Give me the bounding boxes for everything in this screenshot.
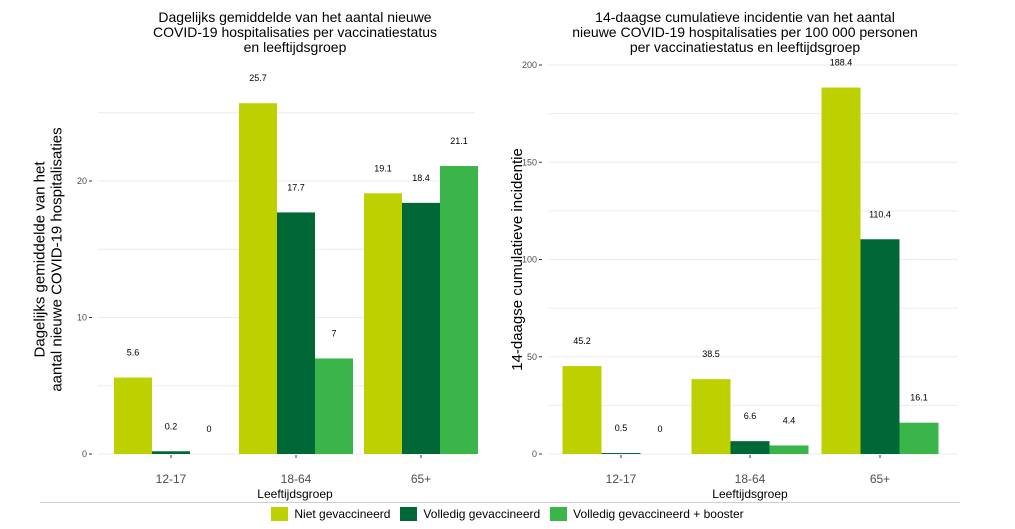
data-label: 0.5 bbox=[615, 423, 628, 433]
data-label: 25.7 bbox=[249, 73, 267, 83]
data-label: 17.7 bbox=[287, 182, 305, 192]
bar bbox=[277, 212, 315, 454]
x-tick-label: 12-17 bbox=[156, 472, 187, 486]
data-label: 6.6 bbox=[744, 411, 757, 421]
data-label: 5.6 bbox=[127, 348, 140, 358]
y-tick-label: 0 bbox=[532, 449, 537, 459]
legend-item-niet-gevaccineerd: Niet gevaccineerd bbox=[271, 507, 390, 521]
data-label: 19.1 bbox=[374, 163, 392, 173]
y-axis-title-line: aantal nieuwe COVID-19 hospitalisaties bbox=[49, 127, 66, 391]
legend-divider bbox=[40, 502, 960, 503]
y-tick-label: 20 bbox=[77, 176, 87, 186]
legend-label-volledig-gevaccineerd: Volledig gevaccineerd bbox=[423, 507, 541, 521]
x-tick-label: 65+ bbox=[870, 472, 890, 486]
legend: Niet gevaccineerd Volledig gevaccineerd … bbox=[0, 502, 1015, 526]
legend-item-volledig-gevaccineerd: Volledig gevaccineerd bbox=[400, 507, 540, 521]
chart-title-line: per vaccinatiestatus en leeftijdsgroep bbox=[630, 39, 861, 55]
data-label: 0.2 bbox=[165, 421, 178, 431]
y-tick-label: 100 bbox=[522, 255, 537, 265]
y-tick-label: 200 bbox=[522, 60, 537, 70]
x-tick-label: 18-64 bbox=[281, 472, 312, 486]
data-label: 7 bbox=[331, 328, 336, 338]
bar bbox=[114, 377, 152, 454]
bar bbox=[402, 202, 440, 454]
chart-title-line: Dagelijks gemiddelde van het aantal nieu… bbox=[158, 9, 431, 25]
data-label: 0 bbox=[657, 424, 662, 434]
chart-left-hospitalisaties: 0 10 20 5.6 0.2 0 12-17 25.7 17.7 7 18-64 19.1 18.4 2… bbox=[32, 9, 478, 501]
bar bbox=[821, 87, 861, 454]
chart-title-line: en leeftijdsgroep bbox=[244, 39, 347, 55]
legend-item-booster: Volledig gevaccineerd + booster bbox=[550, 507, 744, 521]
data-label: 18.4 bbox=[412, 173, 430, 183]
x-axis-title: Leeftijdsgroep bbox=[257, 487, 333, 501]
data-label: 4.4 bbox=[783, 415, 796, 425]
y-tick-label: 0 bbox=[82, 449, 87, 459]
chart-title-line: 14-daagse cumulatieve incidentie van het… bbox=[595, 9, 895, 25]
x-tick-label: 12-17 bbox=[606, 472, 637, 486]
y-axis-title: Dagelijks gemiddelde van hetaantal nieuw… bbox=[32, 127, 66, 391]
bar bbox=[899, 422, 939, 454]
legend-swatch-volledig-gevaccineerd bbox=[400, 507, 418, 521]
legend-swatch-booster bbox=[550, 507, 568, 521]
bar bbox=[691, 379, 731, 454]
data-label: 38.5 bbox=[702, 349, 720, 359]
chart-title-line: nieuwe COVID-19 hospitalisaties per 100 … bbox=[572, 24, 918, 40]
chart-right-incidentie: 0 50 100 150 200 45.2 0.5 0 12-17 38.5 6.6 4.4 18-64… bbox=[509, 9, 958, 501]
y-tick-label: 10 bbox=[77, 313, 87, 323]
y-tick-label: 50 bbox=[527, 352, 537, 362]
bar bbox=[239, 103, 277, 455]
data-label: 21.1 bbox=[450, 136, 468, 146]
y-tick-label: 150 bbox=[522, 157, 537, 167]
chart-title-line: COVID-19 hospitalisaties per vaccinaties… bbox=[153, 24, 437, 40]
bar bbox=[769, 445, 809, 454]
y-axis-title: 14-daagse cumulatieve incidentie bbox=[509, 148, 526, 371]
data-label: 188.4 bbox=[830, 58, 853, 68]
data-label: 16.1 bbox=[910, 393, 928, 403]
data-label: 45.2 bbox=[573, 336, 591, 346]
bar bbox=[315, 358, 353, 454]
x-tick-label: 18-64 bbox=[735, 472, 766, 486]
legend-swatch-niet-gevaccineerd bbox=[271, 507, 289, 521]
x-axis-title: Leeftijdsgroep bbox=[712, 487, 788, 501]
legend-label-niet-gevaccineerd: Niet gevaccineerd bbox=[294, 507, 391, 521]
bar bbox=[562, 366, 602, 454]
bar bbox=[152, 451, 190, 454]
bar bbox=[364, 193, 402, 454]
x-tick-label: 65+ bbox=[411, 472, 431, 486]
bar bbox=[440, 166, 478, 454]
bar bbox=[730, 441, 770, 454]
data-label: 110.4 bbox=[869, 209, 891, 219]
y-axis-title-line: Dagelijks gemiddelde van het bbox=[32, 161, 49, 358]
legend-label-booster: Volledig gevaccineerd + booster bbox=[573, 507, 744, 521]
y-axis-title-line: 14-daagse cumulatieve incidentie bbox=[509, 148, 526, 371]
bar bbox=[601, 453, 641, 454]
data-label: 0 bbox=[206, 424, 211, 434]
bar bbox=[860, 239, 900, 454]
